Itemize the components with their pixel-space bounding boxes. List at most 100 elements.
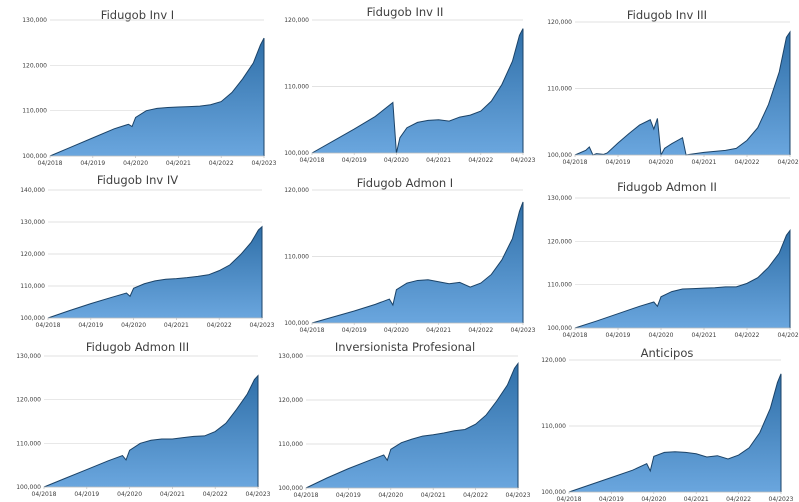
x-tick-label: 04/2022 bbox=[463, 492, 488, 499]
x-tick-label: 04/2020 bbox=[649, 159, 674, 166]
x-tick-label: 04/2020 bbox=[123, 160, 148, 167]
series-area bbox=[50, 38, 264, 156]
y-tick-label: 120,000 bbox=[16, 397, 41, 404]
x-tick-label: 04/2018 bbox=[36, 322, 61, 329]
y-tick-label: 140,000 bbox=[20, 187, 45, 194]
x-tick-label: 04/2023 bbox=[250, 322, 275, 329]
x-tick-label: 04/2021 bbox=[160, 491, 185, 498]
chart-panel: Fidugob Admon III 100,000 110,000 120,000 13… bbox=[0, 338, 275, 502]
y-tick-label: 120,000 bbox=[22, 62, 47, 69]
chart-title: Fidugob Admon I bbox=[356, 176, 454, 190]
series-line bbox=[311, 28, 524, 154]
x-tick-label: 04/2019 bbox=[74, 491, 99, 498]
y-tick-label: 100,000 bbox=[22, 153, 47, 160]
y-tick-label: 110,000 bbox=[284, 254, 309, 261]
x-tick-label: 04/2019 bbox=[336, 492, 361, 499]
chart-plot: 100,000 110,000 120,000 130,000 04/2018 04/20… bbox=[547, 195, 799, 339]
x-tick-label: 04/2019 bbox=[80, 160, 105, 167]
chart-panel: Fidugob Inv IV 100,000 110,000 120,000 130,0… bbox=[0, 168, 275, 338]
x-tick-label: 04/2019 bbox=[78, 322, 103, 329]
chart-panel: Inversionista Profesional 100,000 110,000 1… bbox=[270, 338, 540, 502]
chart-title: Inversionista Profesional bbox=[334, 340, 476, 354]
y-tick-label: 120,000 bbox=[20, 251, 45, 258]
chart-plot: 100,000 110,000 120,000 130,000 140,000 04/20… bbox=[20, 187, 275, 329]
chart-plot: 100,000 110,000 120,000 130,000 04/2018 04/20… bbox=[16, 353, 270, 498]
y-tick-label: 110,000 bbox=[16, 440, 41, 447]
y-tick-label: 110,000 bbox=[20, 283, 45, 290]
series-line bbox=[47, 225, 263, 319]
chart-plot: 100,000 110,000 120,000 04/2018 04/2019 04/20… bbox=[284, 17, 536, 164]
series-line bbox=[574, 30, 791, 157]
x-tick-label: 04/2018 bbox=[32, 491, 57, 498]
chart-plot: 100,000 110,000 120,000 130,000 04/2018 04/20… bbox=[278, 353, 530, 499]
chart-title: Fidugob Admon III bbox=[85, 340, 190, 354]
x-tick-label: 04/2021 bbox=[426, 327, 451, 334]
x-tick-label: 04/2022 bbox=[468, 157, 493, 164]
x-tick-label: 04/2023 bbox=[252, 160, 277, 167]
y-tick-label: 120,000 bbox=[547, 19, 572, 26]
y-tick-label: 120,000 bbox=[547, 238, 572, 245]
x-tick-label: 04/2021 bbox=[684, 496, 709, 502]
chart-plot: 100,000 110,000 120,000 130,000 04/2018 04/20… bbox=[22, 17, 277, 167]
y-tick-label: 110,000 bbox=[278, 441, 303, 448]
chart-panel: Fidugob Inv I 100,000 110,000 120,000 130,00… bbox=[0, 0, 277, 168]
chart-title: Fidugob Inv II bbox=[366, 5, 444, 19]
series-area bbox=[312, 28, 523, 153]
series-area bbox=[569, 373, 781, 492]
y-tick-label: 110,000 bbox=[547, 86, 572, 93]
x-tick-label: 04/2022 bbox=[735, 332, 760, 339]
y-tick-label: 120,000 bbox=[284, 187, 309, 194]
x-tick-label: 04/2020 bbox=[117, 491, 142, 498]
chart-title: Fidugob Inv IV bbox=[96, 173, 179, 187]
series-line bbox=[43, 374, 259, 488]
x-tick-label: 04/2019 bbox=[606, 332, 631, 339]
x-tick-label: 04/2018 bbox=[294, 492, 319, 499]
x-tick-label: 04/2022 bbox=[468, 327, 493, 334]
x-tick-label: 04/2019 bbox=[599, 496, 624, 502]
x-tick-label: 04/2021 bbox=[692, 332, 717, 339]
x-tick-label: 04/2021 bbox=[166, 160, 191, 167]
y-tick-label: 100,000 bbox=[284, 150, 309, 157]
y-tick-label: 130,000 bbox=[278, 353, 303, 360]
x-tick-label: 04/2022 bbox=[209, 160, 234, 167]
y-tick-label: 110,000 bbox=[541, 423, 566, 430]
x-tick-label: 04/2018 bbox=[300, 327, 325, 334]
x-tick-label: 04/2020 bbox=[378, 492, 403, 499]
series-line bbox=[49, 37, 265, 157]
series-area bbox=[575, 230, 790, 328]
y-tick-label: 100,000 bbox=[284, 320, 309, 327]
y-tick-label: 130,000 bbox=[20, 219, 45, 226]
y-tick-label: 110,000 bbox=[22, 108, 47, 115]
x-tick-label: 04/2018 bbox=[563, 159, 588, 166]
y-tick-label: 130,000 bbox=[16, 353, 41, 360]
y-tick-label: 100,000 bbox=[16, 484, 41, 491]
chart-panel: Fidugob Inv III 100,000 110,000 120,000 04/2… bbox=[535, 0, 799, 168]
x-tick-label: 04/2022 bbox=[207, 322, 232, 329]
y-tick-label: 100,000 bbox=[278, 485, 303, 492]
chart-panel: Fidugob Admon II 100,000 110,000 120,000 130… bbox=[535, 168, 799, 339]
x-tick-label: 04/2020 bbox=[121, 322, 146, 329]
x-tick-label: 04/2019 bbox=[342, 327, 367, 334]
series-line bbox=[311, 201, 524, 324]
x-tick-label: 04/2023 bbox=[511, 157, 536, 164]
series-area bbox=[306, 363, 518, 488]
y-tick-label: 120,000 bbox=[541, 357, 566, 364]
x-tick-label: 04/2023 bbox=[778, 159, 799, 166]
chart-panel: Fidugob Inv II 100,000 110,000 120,000 04/20… bbox=[270, 0, 540, 168]
chart-plot: 100,000 110,000 120,000 04/2018 04/2019 04/20… bbox=[284, 187, 535, 334]
x-tick-label: 04/2021 bbox=[421, 492, 446, 499]
series-area bbox=[575, 31, 790, 155]
series-area bbox=[312, 201, 523, 323]
x-tick-label: 04/2022 bbox=[203, 491, 228, 498]
y-tick-label: 100,000 bbox=[547, 152, 572, 159]
chart-title: Fidugob Inv III bbox=[626, 8, 708, 22]
y-tick-label: 100,000 bbox=[547, 325, 572, 332]
x-tick-label: 04/2018 bbox=[557, 496, 582, 502]
x-tick-label: 04/2019 bbox=[342, 157, 367, 164]
series-line bbox=[305, 361, 519, 489]
x-tick-label: 04/2020 bbox=[384, 157, 409, 164]
y-tick-label: 110,000 bbox=[547, 282, 572, 289]
x-tick-label: 04/2021 bbox=[426, 157, 451, 164]
x-tick-label: 04/2023 bbox=[769, 496, 794, 502]
